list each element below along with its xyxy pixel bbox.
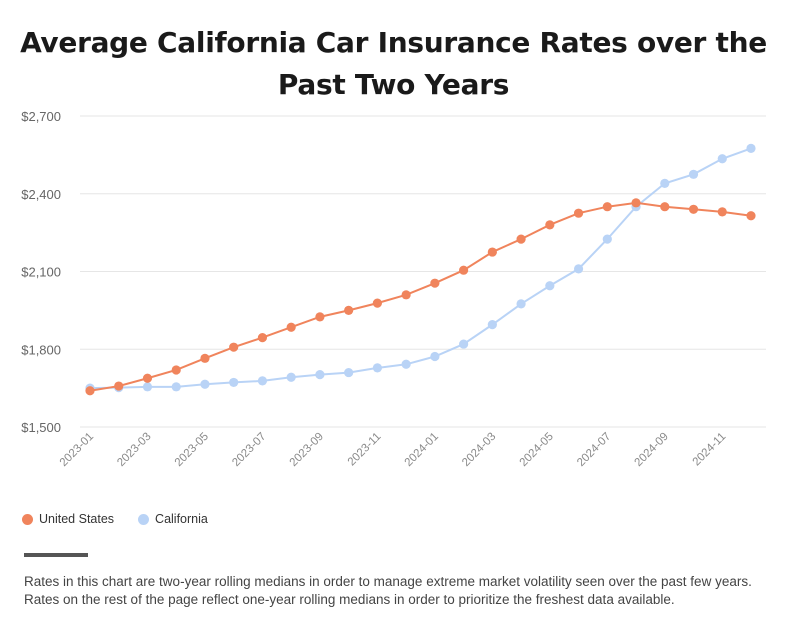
legend-item-california[interactable]: California <box>138 512 208 526</box>
x-tick-label: 2023-01 <box>58 431 96 469</box>
data-point-united-states[interactable] <box>200 353 210 363</box>
data-point-united-states[interactable] <box>487 247 497 257</box>
y-tick-label: $2,700 <box>21 109 61 124</box>
series-line-california <box>89 147 752 390</box>
data-point-california[interactable] <box>746 143 756 153</box>
data-point-california[interactable] <box>171 382 181 392</box>
grid-lines <box>80 115 766 428</box>
data-point-california[interactable] <box>459 339 469 349</box>
legend: United States California <box>22 512 208 526</box>
data-point-united-states[interactable] <box>516 234 526 244</box>
data-point-united-states[interactable] <box>372 298 382 308</box>
x-tick-label: 2023-03 <box>115 431 153 469</box>
line-chart: $1,500$1,800$2,100$2,400$2,700 2023-01 20… <box>21 109 766 469</box>
data-point-united-states[interactable] <box>717 207 727 217</box>
x-tick-label: 2024-03 <box>460 431 498 469</box>
data-point-california[interactable] <box>344 367 354 378</box>
legend-label-united-states: United States <box>39 512 115 526</box>
x-tick-label: 2024-09 <box>633 431 671 469</box>
x-axis-tick-labels: 2023-01 2023-03 2023-05 2023-07 2023-09 2023-… <box>58 431 729 469</box>
data-point-california[interactable] <box>545 281 555 291</box>
data-point-california[interactable] <box>257 376 268 386</box>
chart-title-line-1: Average California Car Insurance Rates o… <box>20 26 767 59</box>
data-point-california[interactable] <box>516 299 526 309</box>
footnote: Rates in this chart are two-year rolling… <box>24 574 752 607</box>
data-point-united-states[interactable] <box>229 342 239 352</box>
data-point-california[interactable] <box>372 363 382 373</box>
legend-marker-california <box>138 513 150 525</box>
data-point-united-states[interactable] <box>315 312 325 322</box>
x-tick-label: 2024-11 <box>691 431 729 469</box>
data-point-united-states[interactable] <box>746 211 756 221</box>
series-united-states <box>85 198 756 396</box>
legend-label-california: California <box>155 512 208 526</box>
divider-bar <box>24 553 88 557</box>
data-point-united-states[interactable] <box>257 332 268 343</box>
data-point-california[interactable] <box>286 372 296 382</box>
y-tick-label: $1,500 <box>21 420 61 435</box>
chart-title: Average California Car Insurance Rates o… <box>0 22 787 106</box>
x-tick-label: 2023-09 <box>288 431 326 469</box>
data-point-united-states[interactable] <box>573 208 584 218</box>
series-lines <box>85 143 756 396</box>
data-point-california[interactable] <box>200 379 210 389</box>
data-point-united-states[interactable] <box>401 290 411 300</box>
data-point-california[interactable] <box>315 370 325 380</box>
data-point-california[interactable] <box>717 154 727 164</box>
data-point-united-states[interactable] <box>114 381 124 391</box>
data-point-united-states[interactable] <box>142 373 153 383</box>
x-tick-label: 2023-07 <box>230 431 268 469</box>
data-point-united-states[interactable] <box>631 198 641 208</box>
series-california <box>85 143 756 393</box>
data-point-california[interactable] <box>142 382 153 392</box>
data-point-california[interactable] <box>688 169 699 179</box>
data-point-united-states[interactable] <box>430 278 440 288</box>
x-tick-label: 2023-05 <box>173 431 211 469</box>
data-point-united-states[interactable] <box>602 202 612 212</box>
y-tick-label: $2,100 <box>21 265 61 280</box>
legend-item-united-states[interactable]: United States <box>22 512 114 526</box>
data-point-united-states[interactable] <box>286 322 296 332</box>
data-point-united-states[interactable] <box>660 202 670 212</box>
x-tick-label: 2024-01 <box>403 431 441 469</box>
data-point-united-states[interactable] <box>171 365 181 375</box>
y-tick-label: $2,400 <box>21 187 61 202</box>
data-point-united-states[interactable] <box>459 265 469 275</box>
legend-marker-united-states <box>22 513 33 525</box>
x-tick-label: 2024-07 <box>575 431 613 469</box>
x-tick-label: 2024-05 <box>518 431 556 469</box>
chart-title-line-2: Past Two Years <box>277 68 510 101</box>
data-point-california[interactable] <box>602 234 612 244</box>
data-point-united-states[interactable] <box>344 305 354 315</box>
data-point-california[interactable] <box>487 320 497 330</box>
series-line-united-states <box>89 201 752 392</box>
data-point-united-states[interactable] <box>545 220 555 230</box>
data-point-california[interactable] <box>660 178 670 188</box>
x-tick-label: 2023-11 <box>346 431 384 469</box>
data-point-united-states[interactable] <box>85 386 95 396</box>
data-point-california[interactable] <box>573 264 584 274</box>
y-axis-tick-labels: $1,500 $1,800 $2,100 $2,400 $2,700 <box>21 109 61 435</box>
data-point-california[interactable] <box>401 359 411 369</box>
y-tick-label: $1,800 <box>21 342 61 357</box>
data-point-california[interactable] <box>229 377 239 388</box>
data-point-california[interactable] <box>430 351 440 362</box>
data-point-united-states[interactable] <box>688 204 699 214</box>
